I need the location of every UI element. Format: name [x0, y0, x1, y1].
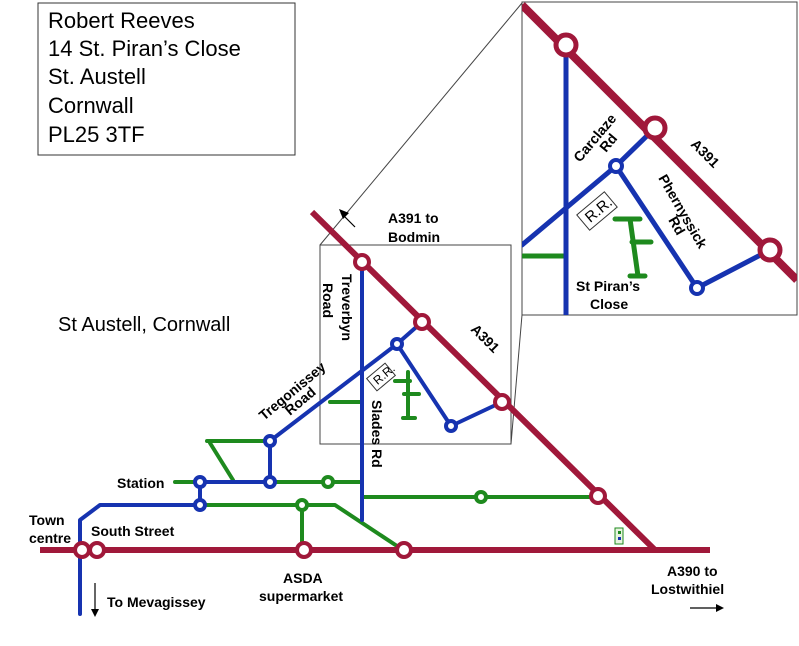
- treverbyn-road-label: Road: [320, 283, 336, 318]
- address-street: 14 St. Piran’s Close: [48, 36, 241, 61]
- a391-label: A391: [468, 321, 503, 356]
- address-name: Robert Reeves: [48, 8, 195, 33]
- address-county: Cornwall: [48, 93, 134, 118]
- address-postcode: PL25 3TF: [48, 122, 145, 147]
- region-title: St Austell, Cornwall: [58, 314, 230, 336]
- east-arrow-icon: [690, 604, 724, 612]
- a390-label-1: A390 to: [667, 563, 718, 579]
- south-street-label: South Street: [91, 523, 175, 539]
- a391-label-text: A391: [468, 321, 503, 356]
- roads: [78, 260, 504, 616]
- inset-connector: [319, 2, 523, 445]
- main-road-junctions: [73, 253, 607, 559]
- address-town: St. Austell: [48, 64, 146, 89]
- station-label: Station: [117, 475, 164, 491]
- a391-bodmin-label-2: Bodmin: [388, 229, 440, 245]
- small-marker-icon: [614, 527, 624, 545]
- slades-label-text: Slades Rd: [369, 400, 385, 468]
- address-box: Robert Reeves 14 St. Piran’s Close St. A…: [37, 2, 296, 156]
- minor-roads: [173, 370, 600, 550]
- treverbyn-label-2: Road: [320, 283, 336, 318]
- a391-bodmin-label-1: A391 to: [388, 210, 439, 226]
- north-arrow-icon: [339, 209, 356, 228]
- south-arrow-icon: [91, 583, 99, 617]
- a390-label-2: Lostwithiel: [651, 581, 724, 597]
- treverbyn-label: Treverbyn: [339, 274, 355, 341]
- slades-label: Slades Rd: [369, 400, 385, 468]
- inset-st-pirans-label-1: St Piran’s: [576, 278, 640, 294]
- asda-label-1: ASDA: [283, 570, 323, 586]
- inset-map: R.R. Carclaze Rd A391 Phernyssick Rd St …: [521, 1, 798, 316]
- inset-st-pirans-label-2: Close: [590, 296, 628, 312]
- treverbyn-label-1: Treverbyn: [339, 274, 355, 341]
- to-mevagissey-label: To Mevagissey: [107, 594, 206, 610]
- asda-label-2: supermarket: [259, 588, 343, 604]
- town-centre-label-2: centre: [29, 530, 71, 546]
- town-centre-label-1: Town: [29, 512, 65, 528]
